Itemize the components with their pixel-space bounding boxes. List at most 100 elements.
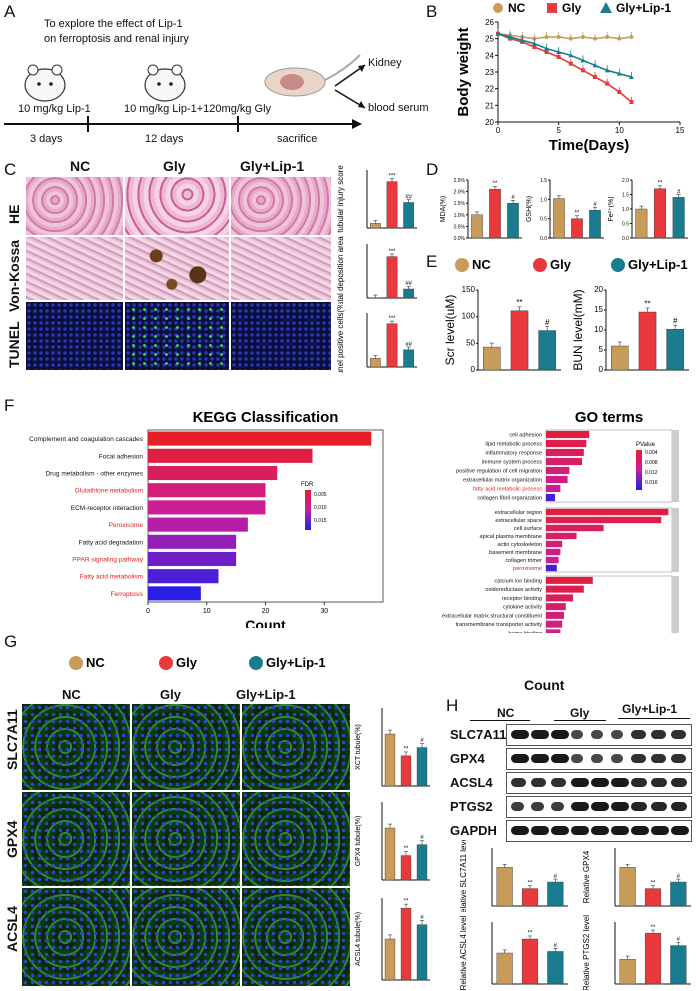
- data-point: [556, 49, 562, 54]
- data-point: [556, 55, 561, 59]
- timeline-3days: 3 days: [30, 133, 63, 145]
- bar-gly: [644, 932, 662, 985]
- blot-band: [651, 730, 666, 739]
- blot-band: [651, 802, 668, 811]
- legend-gradient: [305, 502, 311, 504]
- g-row-gpx4: GPX4: [4, 820, 20, 858]
- significance-label: ***: [388, 249, 396, 255]
- go-bar: [546, 564, 557, 572]
- timeline-12days: 12 days: [145, 133, 184, 145]
- bar-gly-lip-1: [670, 945, 687, 985]
- blot-band: [591, 730, 603, 739]
- kegg-bar: [148, 500, 266, 515]
- go-term-label: cytokine activity: [503, 605, 542, 611]
- legend-gradient: [305, 520, 311, 522]
- legend-gradient: [305, 516, 311, 518]
- go-term-label: transmembrane transporter activity: [456, 622, 543, 628]
- if-slc7a11-glylip: [242, 704, 350, 790]
- go-bar: [546, 430, 590, 439]
- blot-band: [571, 826, 589, 835]
- legend-gradient: [636, 472, 642, 474]
- significance-label: #: [554, 943, 558, 949]
- legend-gradient: [636, 460, 642, 462]
- data-point: [532, 45, 537, 49]
- legend-marker: [493, 3, 503, 13]
- body-weight-chart: NC Gly Gly+Lip-1 20 21 22 23 24 25 26 0 5 10 15 Time(D…: [455, 1, 685, 154]
- blot-band: [511, 802, 525, 811]
- bar-nc: [384, 938, 396, 981]
- legend-gradient: [636, 486, 642, 488]
- legend-gradient: [305, 506, 311, 508]
- blot-band: [631, 802, 648, 811]
- data-point: [556, 35, 561, 39]
- if-acsl4-gly: [132, 888, 240, 986]
- legend-gradient: [636, 462, 642, 464]
- micrograph-he-glylip: [231, 177, 331, 235]
- chart-fe: 0.0 0.5 1.0 1.5 2.0 Fe²⁺(%) ** #: [608, 178, 688, 242]
- legend-marker: [533, 258, 547, 272]
- blot-strip-gapdh: [506, 820, 692, 842]
- kegg-category-label: Fatty acid metabolism: [80, 574, 143, 581]
- legend-tick: 0.015: [314, 518, 327, 524]
- go-term-label: immune system process: [482, 460, 543, 466]
- bar-gly-lip-1: [403, 349, 415, 368]
- y-tick-label: 150: [462, 285, 476, 294]
- blot-label-slc7a11: SLC7A11: [450, 727, 507, 742]
- data-point: [507, 34, 513, 39]
- kegg-bar: [148, 586, 201, 601]
- blot-band: [511, 826, 529, 835]
- y-tick-label: 100: [462, 312, 476, 321]
- legend-gradient: [305, 514, 311, 516]
- go-term-label: fatty acid metabolic process: [473, 487, 542, 493]
- chart-xct-tubule: XCT tubule(%) ** #: [355, 708, 430, 787]
- blot-band: [551, 802, 565, 811]
- y-tick-label: 20: [485, 118, 494, 127]
- go-bar: [546, 475, 568, 484]
- y-axis-label: GSH(%): [526, 196, 533, 222]
- y-tick-label: 2.0: [622, 178, 629, 184]
- bar-gly-lip-1: [547, 951, 564, 985]
- data-point: [544, 35, 549, 39]
- bar-gly-lip-1: [403, 202, 415, 229]
- legend-label: NC: [86, 655, 105, 670]
- chart-rel-ptgs2: Relative PTGS2 level ** #: [582, 915, 691, 990]
- blot-band: [611, 754, 623, 763]
- go-term-label: apical plasma membrane: [480, 534, 543, 540]
- go-group-strip: [672, 430, 679, 502]
- panel-label-a: A: [4, 2, 16, 21]
- x-tick-label: 30: [320, 608, 328, 615]
- data-point: [568, 36, 573, 41]
- y-tick-label: 10: [594, 325, 603, 334]
- count-label-f: Count: [524, 677, 565, 693]
- legend-marker: [611, 258, 625, 272]
- legend-label: Gly: [562, 1, 582, 15]
- if-gpx4-gly: [132, 792, 240, 886]
- kegg-category-label: Peroxisome: [109, 522, 144, 529]
- y-tick-label: 26: [485, 18, 494, 27]
- go-term-label: oxidoreductase activity: [485, 587, 542, 593]
- data-point: [605, 81, 610, 86]
- panel-label-f: F: [4, 396, 15, 415]
- blot-label-acsl4: ACSL4: [450, 775, 493, 790]
- y-axis-label: MDA(%): [440, 196, 447, 222]
- panel-a-diagram: [4, 54, 366, 132]
- bar-gly: [386, 256, 398, 299]
- go-bar: [546, 611, 564, 619]
- y-tick-label: 2.0%: [454, 190, 466, 196]
- chart-scr: 0 50 100 150 Scr level(uM) ** #: [443, 285, 561, 374]
- bar-gly-lip-1: [416, 747, 428, 787]
- legend-marker: [249, 656, 263, 670]
- y-axis-label: GPX4 tubule(%): [355, 816, 362, 867]
- significance-label: #: [511, 195, 515, 201]
- legend-marker: [547, 3, 557, 13]
- y-tick-label: 21: [485, 101, 494, 110]
- micrograph-tunel-nc: [26, 302, 123, 370]
- data-point: [629, 74, 634, 79]
- blot-band: [671, 802, 688, 811]
- data-point: [495, 31, 501, 36]
- legend-marker: [69, 656, 83, 670]
- blot-band: [571, 730, 583, 739]
- legend-label: Gly+Lip-1: [266, 655, 326, 670]
- significance-label: **: [651, 881, 656, 887]
- go-term-label: heme binding: [508, 631, 542, 633]
